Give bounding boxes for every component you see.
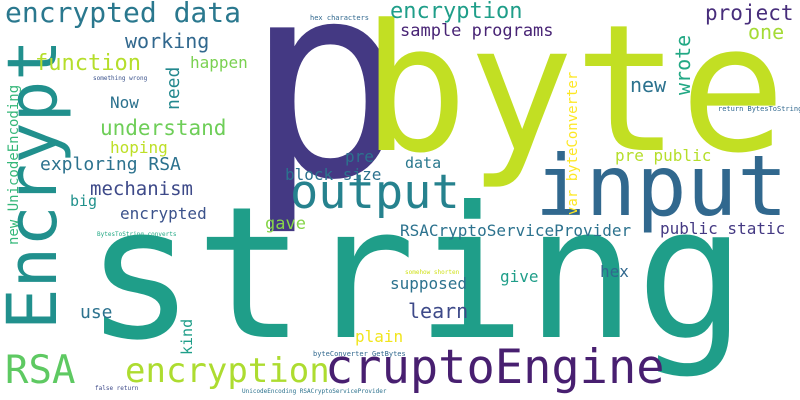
word: hex characters: [310, 14, 369, 22]
word: something wrong: [93, 75, 148, 82]
word: block size: [285, 165, 381, 184]
word: need: [163, 67, 184, 110]
word: wrote: [671, 35, 695, 95]
word: kind: [178, 319, 196, 355]
word: data: [405, 154, 441, 172]
word: public static: [660, 219, 785, 238]
word: hex: [600, 262, 629, 281]
word: somehow shorten: [405, 269, 460, 276]
word: false return: [95, 385, 139, 392]
word: encryption: [125, 351, 330, 391]
word: hoping: [110, 138, 168, 157]
word: plain: [355, 327, 403, 346]
word: use: [80, 302, 113, 323]
word: understand: [100, 116, 226, 140]
word: encryption: [390, 0, 522, 24]
word: sample programs: [400, 21, 554, 41]
word: encrypted data: [5, 0, 241, 29]
word: Now: [110, 93, 139, 112]
word: working: [125, 29, 209, 53]
word: function: [35, 51, 141, 76]
word: pre public: [615, 146, 711, 165]
word: mechanism: [90, 178, 193, 200]
word: project: [705, 1, 794, 25]
word: p: [245, 0, 408, 239]
word: Encrypt: [0, 39, 73, 330]
word: BytesToString converts: [97, 231, 177, 238]
word: gave: [265, 214, 306, 234]
word: pre: [345, 147, 374, 166]
word: exploring RSA: [40, 154, 181, 175]
word: new UnicodeEncoding: [6, 85, 22, 245]
word: UnicodeEncoding RSACryptoServiceProvider: [242, 388, 387, 395]
word: encrypted: [120, 204, 207, 223]
word: RSACryptoServiceProvider: [400, 221, 632, 240]
word: learn: [408, 299, 468, 323]
word: happen: [190, 53, 248, 72]
word: input: [535, 137, 788, 235]
word: cruptoEngine: [325, 340, 665, 395]
word: output: [290, 165, 460, 220]
word: return BytesToString: [718, 105, 800, 113]
word: string: [85, 168, 746, 381]
word: big: [70, 192, 97, 210]
word: supposed: [390, 274, 467, 293]
word: var byteConverter: [565, 72, 581, 215]
word: give: [500, 267, 539, 286]
word: one: [748, 20, 784, 44]
word: new: [630, 73, 667, 97]
word: RSA: [5, 348, 75, 393]
word: byte: [362, 0, 786, 192]
word: byteConverter GetBytes: [313, 350, 406, 358]
